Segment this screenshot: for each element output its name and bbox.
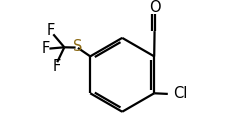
Text: F: F (52, 59, 61, 74)
Text: F: F (47, 23, 55, 38)
Text: S: S (73, 39, 83, 54)
Text: F: F (42, 41, 50, 56)
Text: Cl: Cl (173, 86, 187, 101)
Text: O: O (149, 0, 161, 15)
